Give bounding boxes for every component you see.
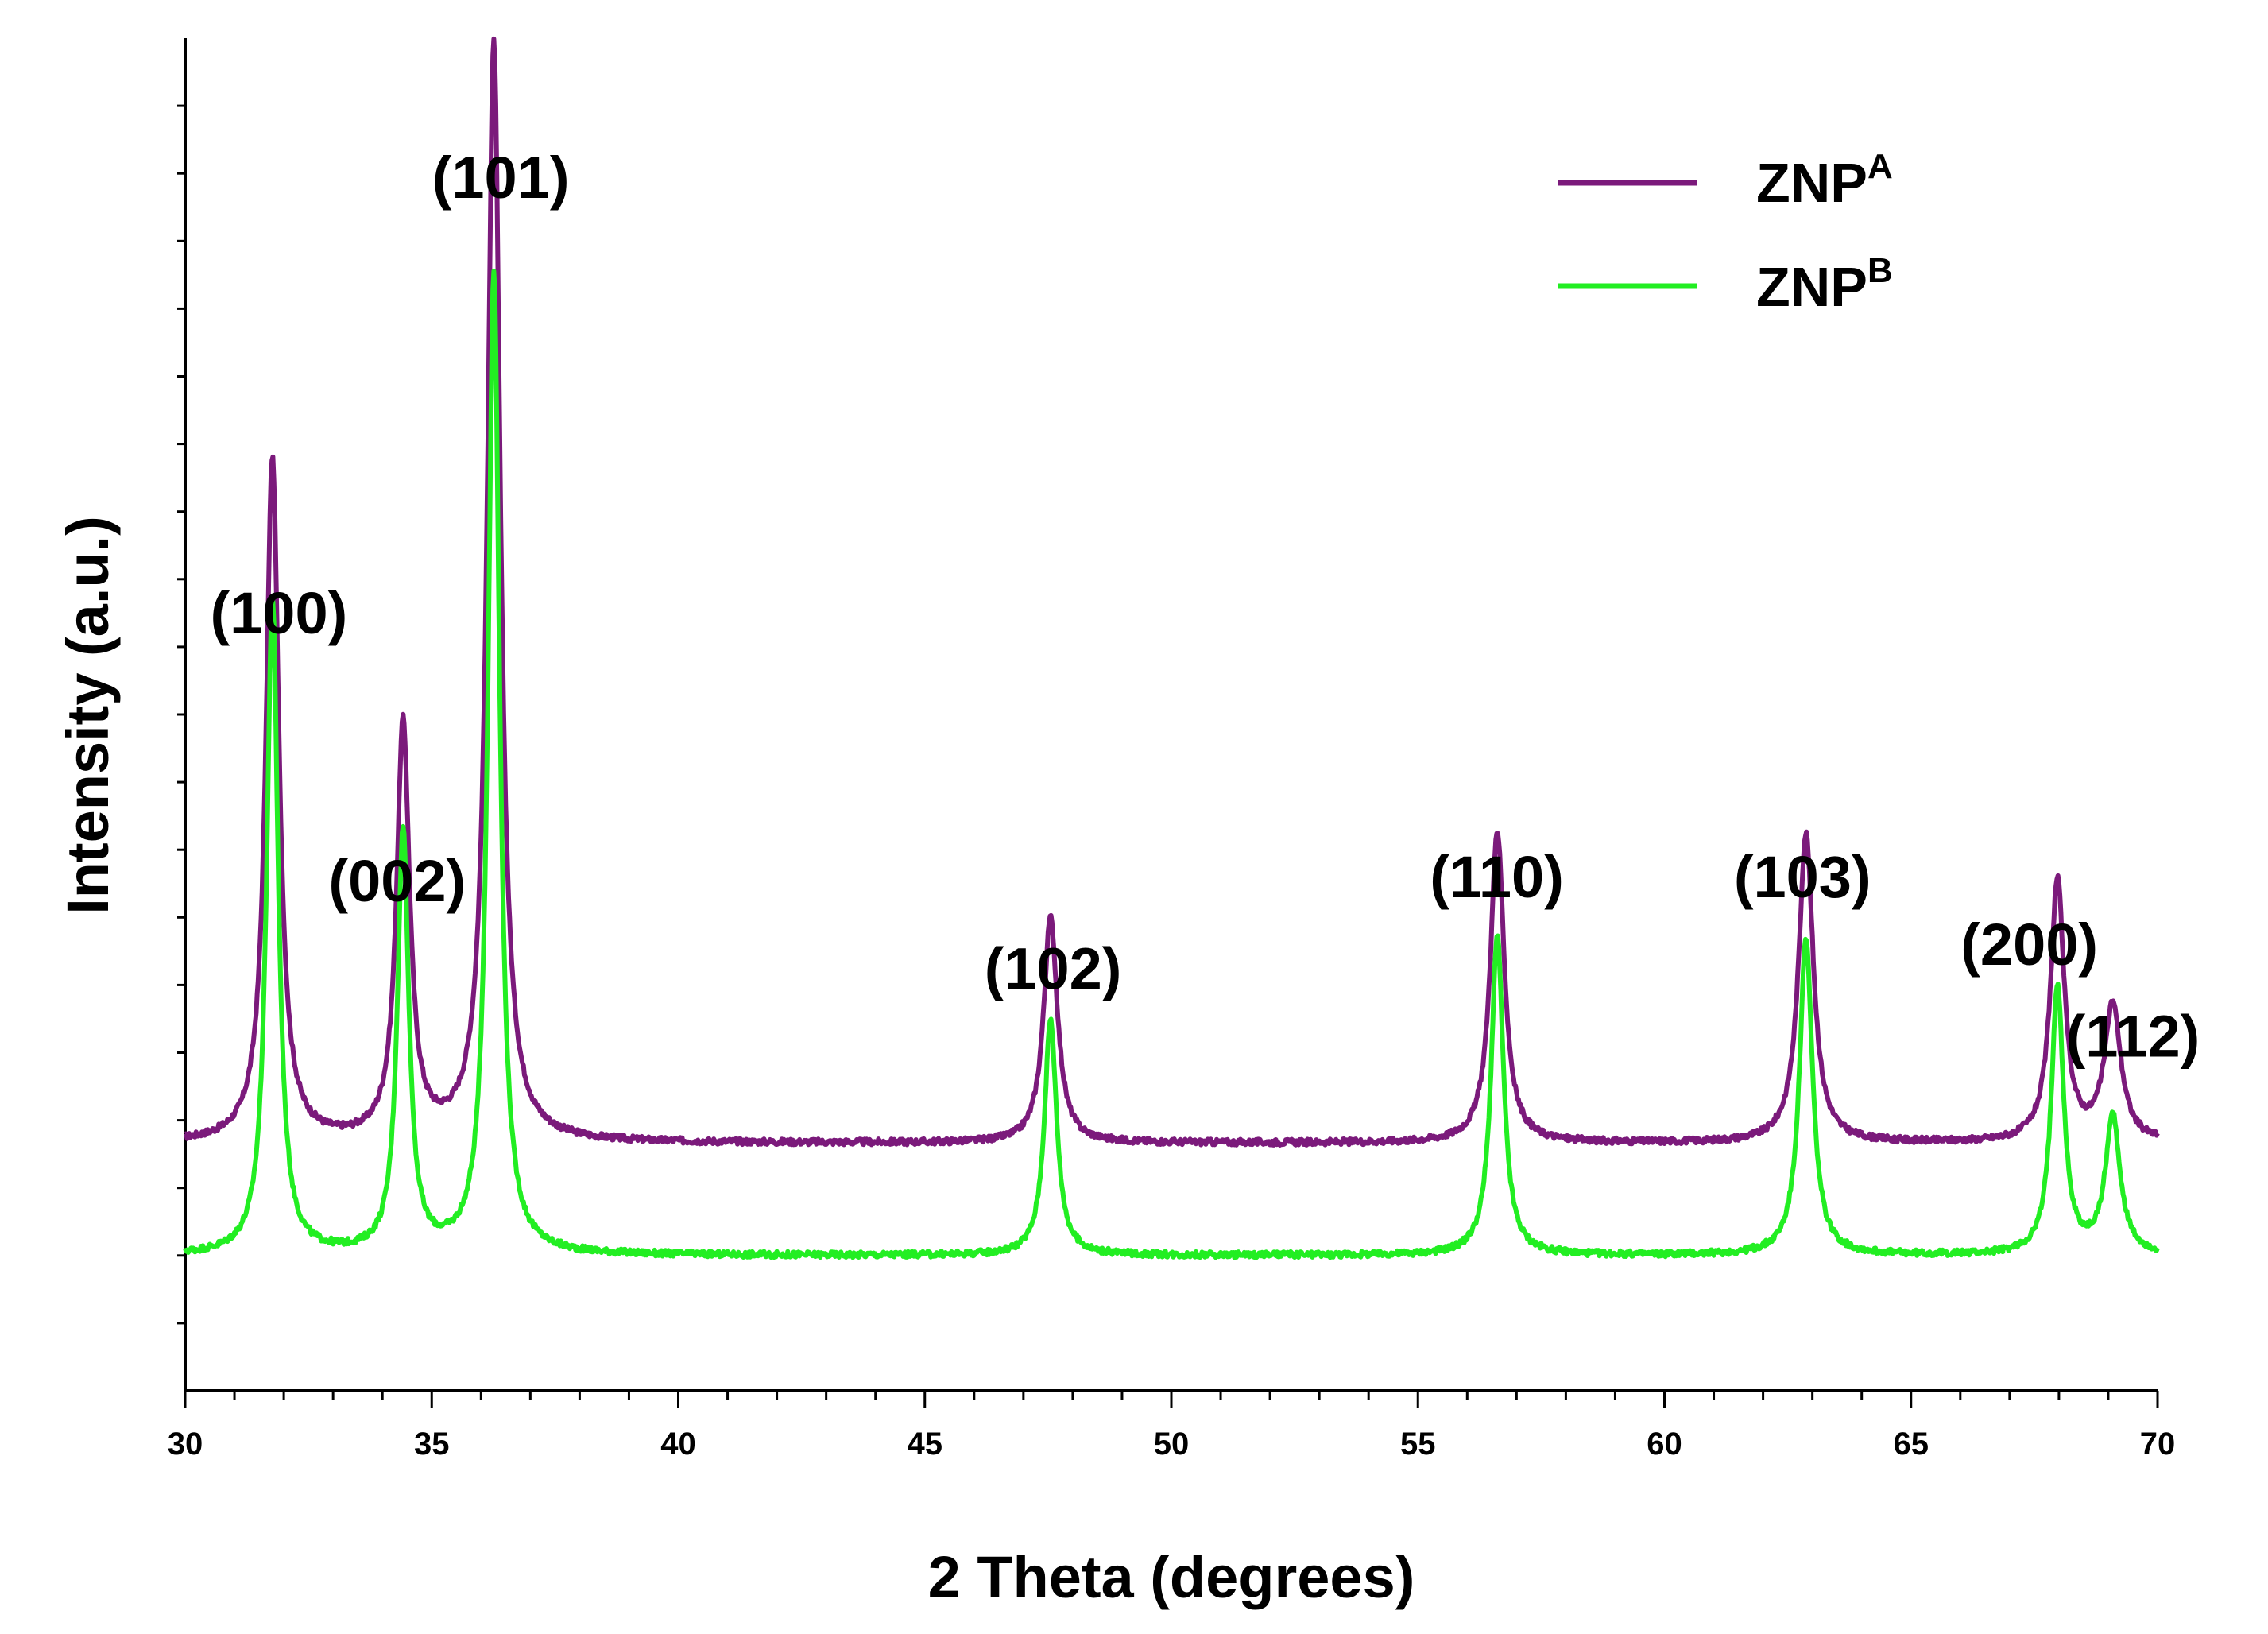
x-tick-label: 70 (2140, 1427, 2176, 1462)
x-ticks: 30 35 40 45 50 55 60 65 70 (168, 1391, 2176, 1462)
legend-label-znp-b: ZNPB (1756, 251, 1893, 318)
x-tick-label: 40 (660, 1427, 696, 1462)
legend-label-znp-b-name: ZNP (1756, 256, 1867, 318)
peak-label: (102) (985, 936, 1122, 1002)
x-tick-label: 30 (168, 1427, 203, 1462)
x-axis-title: 2 Theta (degrees) (928, 1544, 1415, 1610)
peak-label: (200) (1960, 912, 2098, 978)
x-tick-label: 50 (1154, 1427, 1190, 1462)
peak-annotations: (100) (002) (101) (102) (110) (103) (200) (112) (211, 145, 2200, 1070)
x-tick-label: 60 (1647, 1427, 1682, 1462)
x-tick-label: 65 (1894, 1427, 1929, 1462)
peak-label: (112) (2066, 1004, 2200, 1070)
legend-label-znp-a: ZNPA (1756, 147, 1893, 214)
x-tick-label: 35 (414, 1427, 450, 1462)
y-ticks (177, 104, 185, 1325)
peak-label: (002) (328, 848, 466, 914)
y-axis-title: Intensity (a.u.) (55, 516, 121, 915)
x-tick-label: 55 (1400, 1427, 1436, 1462)
x-tick-label: 45 (908, 1427, 943, 1462)
legend-label-znp-a-sup: A (1867, 147, 1893, 186)
series-line-b (183, 269, 2160, 1260)
peak-label: (101) (432, 145, 570, 211)
legend-label-znp-b-sup: B (1867, 251, 1893, 290)
series-line-a (184, 36, 2160, 1148)
plot-area: 30 35 40 45 50 55 60 65 70 (100)(002)(101)(102)(… (168, 36, 2200, 1462)
peak-label: (110) (1430, 844, 1564, 910)
peak-label: (100) (211, 580, 348, 646)
legend-label-znp-a-name: ZNP (1756, 152, 1867, 214)
peak-label: (103) (1734, 844, 1871, 910)
legend: ZNPA ZNPB (1558, 147, 1893, 318)
series-group (183, 36, 2160, 1260)
